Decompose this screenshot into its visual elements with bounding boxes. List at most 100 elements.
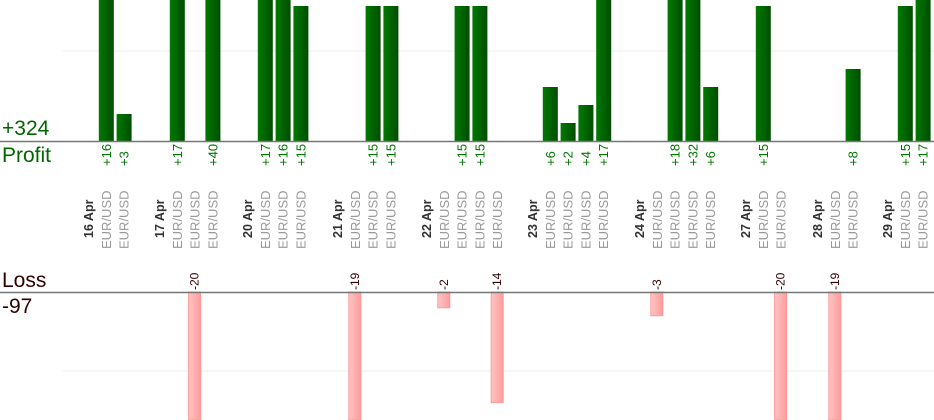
date-label: 20 Apr	[241, 199, 255, 238]
loss-value-label: -2	[437, 279, 451, 290]
profit-bar	[596, 0, 612, 141]
profit-value-label: +17	[916, 144, 931, 166]
loss-bar	[348, 291, 362, 420]
symbol-label: EUR/USD	[490, 190, 505, 249]
symbol-label: EUR/USD	[188, 190, 203, 249]
date-label: 23 Apr	[526, 199, 540, 238]
date-label: 24 Apr	[633, 199, 647, 238]
loss-bar	[650, 291, 664, 317]
symbol-label: EUR/USD	[276, 190, 291, 249]
profit-value-label: +32	[685, 144, 700, 166]
profit-bar	[685, 0, 701, 141]
profit-bar	[116, 114, 132, 141]
profit-value-label: +40	[205, 144, 220, 166]
symbol-label: EUR/USD	[455, 190, 470, 249]
profit-bar	[293, 6, 309, 141]
profit-bar	[472, 6, 488, 141]
profit-value-label: +17	[170, 144, 185, 166]
profit-value-label: +15	[756, 144, 771, 166]
profit-value-label: +6	[703, 151, 718, 166]
profit-total: +324	[2, 117, 50, 140]
symbol-label: EUR/USD	[117, 190, 132, 249]
loss-bar	[437, 291, 451, 309]
symbol-label: EUR/USD	[703, 190, 718, 249]
loss-value-label: -20	[188, 272, 202, 290]
profit-value-label: +3	[117, 151, 132, 166]
loss-bar	[188, 291, 202, 420]
symbol-label: EUR/USD	[366, 190, 381, 249]
profit-bar	[454, 6, 470, 141]
profit-bar	[169, 0, 185, 141]
loss-total: -97	[2, 295, 33, 318]
date-label: 27 Apr	[739, 199, 753, 238]
symbol-label: EUR/USD	[650, 190, 665, 249]
profit-bar	[275, 0, 291, 141]
profit-bar	[542, 87, 558, 141]
profit-value-label: +15	[472, 144, 487, 166]
loss-bar	[774, 291, 788, 420]
symbol-label: EUR/USD	[685, 190, 700, 249]
profit-value-label: +15	[455, 144, 470, 166]
profit-value-label: +6	[543, 151, 558, 166]
date-label: 29 Apr	[881, 199, 895, 238]
symbol-label: EUR/USD	[543, 190, 558, 249]
symbol-label: EUR/USD	[472, 190, 487, 249]
profit-bar	[560, 123, 576, 141]
profit-value-label: +17	[596, 144, 611, 166]
symbol-label: EUR/USD	[293, 190, 308, 249]
profit-bar	[703, 87, 719, 141]
loss-value-label: -3	[650, 279, 664, 290]
profit-value-label: +15	[293, 144, 308, 166]
symbol-label: EUR/USD	[383, 190, 398, 249]
profit-value-label: +16	[276, 144, 291, 166]
profit-value-label: +17	[258, 144, 273, 166]
date-label: 21 Apr	[331, 199, 345, 238]
profit-bar	[845, 69, 861, 141]
profit-value-label: +16	[99, 144, 114, 166]
profit-bar	[257, 0, 273, 141]
date-label: 17 Apr	[153, 199, 167, 238]
loss-value-label: -19	[828, 272, 842, 290]
profit-bar	[897, 6, 913, 141]
loss-value-label: -19	[348, 272, 362, 290]
symbol-label: EUR/USD	[348, 190, 363, 249]
profit-bar	[205, 0, 221, 141]
profit-value-label: +4	[578, 151, 593, 166]
symbol-label: EUR/USD	[561, 190, 576, 249]
symbol-label: EUR/USD	[596, 190, 611, 249]
symbol-label: EUR/USD	[756, 190, 771, 249]
symbol-label: EUR/USD	[578, 190, 593, 249]
symbol-label: EUR/USD	[846, 190, 861, 249]
profit-value-label: +18	[668, 144, 683, 166]
profit-bar	[98, 0, 114, 141]
loss-bar	[490, 291, 504, 404]
symbol-label: EUR/USD	[668, 190, 683, 249]
profit-label: Profit	[2, 144, 52, 167]
profit-bar	[667, 0, 683, 141]
symbol-label: EUR/USD	[99, 190, 114, 249]
profit-value-label: +15	[898, 144, 913, 166]
loss-value-label: -20	[774, 272, 788, 290]
profit-bar	[755, 6, 771, 141]
loss-value-label: -14	[490, 272, 504, 290]
loss-label: Loss	[2, 269, 47, 292]
date-label: 16 Apr	[82, 199, 96, 238]
date-label: 28 Apr	[811, 199, 825, 238]
profit-value-label: +15	[383, 144, 398, 166]
symbol-label: EUR/USD	[205, 190, 220, 249]
profit-value-label: +2	[561, 151, 576, 166]
symbol-label: EUR/USD	[898, 190, 913, 249]
profit-value-label: +8	[846, 151, 861, 166]
symbol-label: EUR/USD	[170, 190, 185, 249]
profit-bar	[915, 0, 931, 141]
symbol-label: EUR/USD	[437, 190, 452, 249]
symbol-label: EUR/USD	[828, 190, 843, 249]
symbol-label: EUR/USD	[258, 190, 273, 249]
symbol-label: EUR/USD	[774, 190, 789, 249]
date-label: 22 Apr	[420, 199, 434, 238]
symbol-label: EUR/USD	[916, 190, 931, 249]
profit-bar	[365, 6, 381, 141]
profit-bar	[578, 105, 594, 141]
